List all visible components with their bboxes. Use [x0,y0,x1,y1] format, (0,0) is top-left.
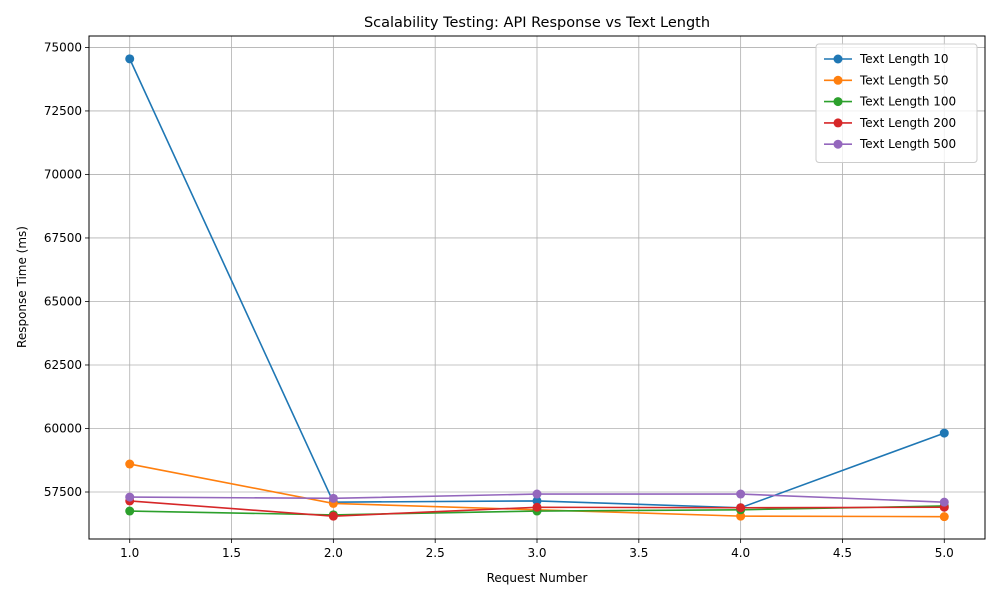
grid-lines [89,36,985,539]
legend: Text Length 10 Text Length 50 Text Length … [815,43,978,163]
data-point [532,489,542,499]
y-tick-label: 60000 [44,421,82,435]
legend-item: Text Length 100 [824,95,956,109]
data-point [532,502,542,512]
legend-item: Text Length 10 [824,52,949,66]
legend-item: Text Length 50 [824,73,949,87]
legend-marker [833,97,843,107]
x-tick-label: 4.5 [833,546,852,560]
data-point [125,54,135,64]
legend-label: Text Length 500 [859,137,956,151]
data-point [939,497,949,507]
plot-frame [88,35,986,540]
x-tick-label: 2.0 [324,546,343,560]
y-axis-ticks: 57500 60000 62500 65000 67500 70000 72500 75000 [44,40,89,499]
legend-marker [833,139,843,149]
y-tick-label: 57500 [44,485,82,499]
y-tick-label: 62500 [44,358,82,372]
x-tick-label: 4.0 [731,546,750,560]
y-tick-label: 75000 [44,40,82,54]
y-tick-label: 67500 [44,231,82,245]
legend-label: Text Length 100 [859,95,956,109]
x-tick-label: 3.0 [527,546,546,560]
legend-box [815,43,978,163]
x-tick-label: 3.5 [629,546,648,560]
x-axis-ticks: 1.0 1.5 2.0 2.5 3.0 3.5 4.0 4.5 5.0 [120,539,954,560]
data-point [125,459,135,469]
y-tick-label: 65000 [44,294,82,308]
chart-title: Scalability Testing: API Response vs Tex… [364,15,710,31]
legend-item: Text Length 200 [824,116,956,130]
y-tick-label: 72500 [44,104,82,118]
data-point [125,492,135,502]
legend-item: Text Length 500 [824,137,956,151]
data-point [736,511,746,521]
data-point [939,512,949,522]
legend-marker [833,54,843,64]
x-tick-label: 5.0 [935,546,954,560]
legend-label: Text Length 50 [859,73,949,87]
legend-marker [833,75,843,85]
data-point [125,506,135,516]
data-point [328,493,338,503]
data-point [736,503,746,513]
legend-marker [833,118,843,128]
data-point [532,496,542,506]
x-tick-label: 1.0 [120,546,139,560]
x-tick-label: 1.5 [222,546,241,560]
y-axis-label: Response Time (ms) [15,226,29,348]
series-5 [125,489,949,507]
data-point [736,489,746,499]
data-point [328,511,338,521]
y-tick-label: 70000 [44,167,82,181]
series-lines [125,54,949,522]
legend-label: Text Length 10 [859,52,949,66]
legend-label: Text Length 200 [859,116,956,130]
data-point [939,428,949,438]
x-tick-label: 2.5 [426,546,445,560]
x-axis-label: Request Number [487,571,588,585]
